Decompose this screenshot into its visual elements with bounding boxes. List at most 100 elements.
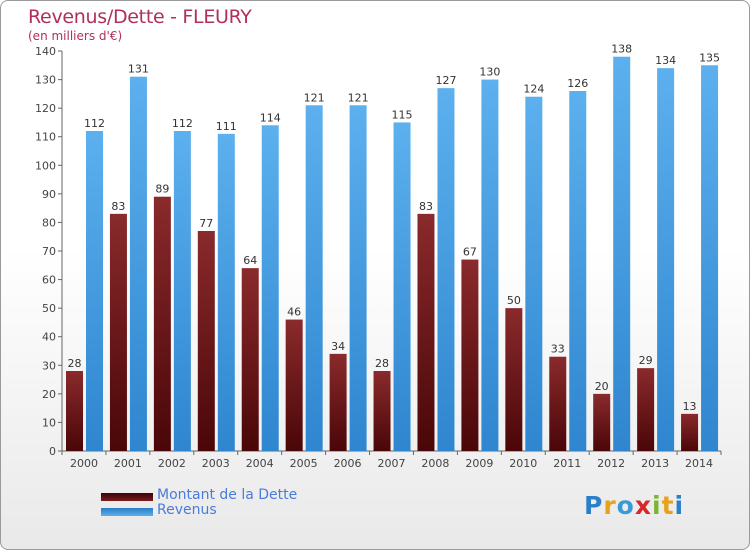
logo-letter: i xyxy=(652,491,662,520)
legend-label-dette: Montant de la Dette xyxy=(157,487,298,503)
debt-bar xyxy=(66,371,83,451)
x-tick-label: 2007 xyxy=(378,457,406,470)
logo-letter: r xyxy=(603,491,617,520)
revenue-bar xyxy=(349,105,367,452)
debt-bar xyxy=(549,356,567,451)
revenue-data-label: 138 xyxy=(611,43,632,56)
revenue-bar xyxy=(613,56,631,451)
y-tick-label: 60 xyxy=(42,274,56,287)
debt-data-label: 20 xyxy=(595,380,609,393)
x-tick-label: 2014 xyxy=(685,457,713,470)
revenue-data-label: 135 xyxy=(699,51,720,64)
revenue-bar xyxy=(86,131,103,451)
y-tick-label: 50 xyxy=(42,302,56,315)
debt-data-label: 77 xyxy=(199,217,213,230)
debt-data-label: 89 xyxy=(155,183,169,196)
x-tick-label: 2013 xyxy=(641,457,669,470)
y-tick-label: 110 xyxy=(35,131,56,144)
debt-data-label: 64 xyxy=(243,254,257,267)
debt-data-label: 83 xyxy=(419,200,433,213)
debt-data-label: 33 xyxy=(551,343,565,356)
chart-subtitle: (en milliers d'€) xyxy=(28,29,123,43)
debt-data-label: 28 xyxy=(375,357,389,370)
debt-bar xyxy=(637,368,655,451)
revenue-data-label: 134 xyxy=(655,54,676,67)
proxiti-logo: Proxiti xyxy=(584,491,684,520)
legend-swatch-revenus xyxy=(101,508,153,516)
revenue-bar xyxy=(657,68,675,452)
debt-data-label: 28 xyxy=(68,357,82,370)
x-tick-label: 2001 xyxy=(114,457,142,470)
revenue-bar xyxy=(437,88,455,452)
x-tick-label: 2004 xyxy=(246,457,274,470)
y-tick-label: 130 xyxy=(35,74,56,87)
x-tick-label: 2002 xyxy=(158,457,186,470)
y-tick-label: 10 xyxy=(42,416,56,429)
debt-data-label: 83 xyxy=(111,200,125,213)
x-tick-label: 2012 xyxy=(597,457,625,470)
y-tick-label: 70 xyxy=(42,245,56,258)
revenue-data-label: 127 xyxy=(435,74,456,87)
y-tick-label: 80 xyxy=(42,216,56,229)
debt-bar xyxy=(109,213,127,451)
y-tick-label: 20 xyxy=(42,388,56,401)
debt-data-label: 29 xyxy=(639,354,653,367)
legend-label-revenus: Revenus xyxy=(157,502,217,518)
y-tick-label: 100 xyxy=(35,159,56,172)
logo-letter: x xyxy=(634,491,652,520)
revenue-data-label: 114 xyxy=(260,111,281,124)
logo-letter: P xyxy=(584,491,604,520)
revenue-data-label: 111 xyxy=(216,120,237,133)
x-tick-label: 2011 xyxy=(553,457,581,470)
x-tick-label: 2008 xyxy=(421,457,449,470)
y-tick-label: 120 xyxy=(35,102,56,115)
revenue-data-label: 115 xyxy=(392,108,413,121)
y-tick-label: 140 xyxy=(35,45,56,58)
legend-swatch-dette xyxy=(101,493,153,501)
revenue-bar xyxy=(481,79,499,452)
debt-bar xyxy=(417,213,435,451)
x-tick-label: 2009 xyxy=(465,457,493,470)
debt-data-label: 50 xyxy=(507,294,521,307)
debt-bar xyxy=(329,353,347,451)
logo-letter: o xyxy=(616,491,635,520)
debt-bar xyxy=(153,196,171,451)
x-tick-label: 2005 xyxy=(290,457,318,470)
y-tick-label: 0 xyxy=(49,445,56,458)
revenue-bar xyxy=(305,105,323,452)
debt-bar xyxy=(505,308,523,451)
y-tick-label: 40 xyxy=(42,331,56,344)
revenue-data-label: 130 xyxy=(479,66,500,79)
debt-data-label: 13 xyxy=(683,400,697,413)
debt-bar xyxy=(197,231,215,451)
revenue-bar xyxy=(701,65,719,452)
revenue-bar xyxy=(525,96,543,451)
revenue-bar xyxy=(261,125,279,452)
debt-bar xyxy=(681,413,699,451)
revenue-data-label: 121 xyxy=(348,91,369,104)
revenue-data-label: 112 xyxy=(84,117,105,130)
revenue-bar xyxy=(217,133,235,451)
x-tick-label: 2006 xyxy=(334,457,362,470)
revenue-bar xyxy=(569,91,587,451)
revenue-data-label: 126 xyxy=(567,77,588,90)
debt-data-label: 67 xyxy=(463,246,477,259)
y-tick-label: 90 xyxy=(42,188,56,201)
revenue-data-label: 121 xyxy=(304,91,325,104)
debt-bar xyxy=(461,259,479,451)
revenue-bar xyxy=(173,131,191,451)
x-tick-label: 2000 xyxy=(70,457,98,470)
revenue-bar xyxy=(393,122,411,451)
revenue-data-label: 124 xyxy=(523,83,544,96)
debt-bar xyxy=(241,268,259,451)
debt-bar xyxy=(285,319,303,451)
revenue-bar xyxy=(129,76,147,451)
logo-letter: t xyxy=(661,491,675,520)
y-tick-label: 30 xyxy=(42,359,56,372)
x-tick-label: 2003 xyxy=(202,457,230,470)
revenue-data-label: 112 xyxy=(172,117,193,130)
logo-letter: i xyxy=(674,491,685,520)
debt-data-label: 34 xyxy=(331,340,345,353)
